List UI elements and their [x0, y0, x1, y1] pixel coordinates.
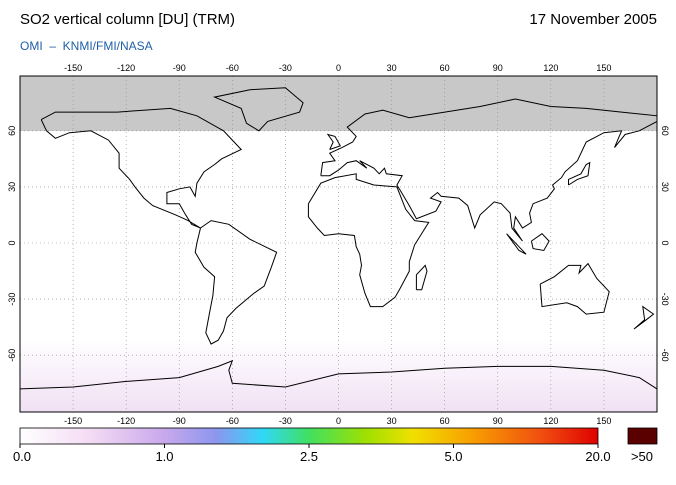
colorbar-tick-label: 0.0: [13, 449, 31, 464]
coastline: [320, 98, 658, 242]
coastline: [307, 173, 430, 308]
lat-tick-label-left: 0: [7, 240, 17, 245]
lon-tick-label-bottom: -150: [64, 416, 82, 426]
coastline: [40, 107, 243, 229]
lon-tick-label-bottom: -120: [117, 416, 135, 426]
lat-tick-label-right: 0: [660, 240, 670, 245]
lon-tick-label-bottom: 120: [543, 416, 558, 426]
lon-tick-label-top: 90: [493, 63, 503, 73]
colorbar-overflow: [627, 427, 658, 445]
lon-tick-label-top: -90: [173, 63, 186, 73]
coastline: [506, 233, 527, 255]
lon-tick-label-bottom: -60: [226, 416, 239, 426]
colorbar-tick-label: 5.0: [444, 449, 462, 464]
coastline: [194, 220, 278, 345]
lon-tick-label-top: -150: [64, 63, 82, 73]
lon-tick-label-bottom: 90: [493, 416, 503, 426]
title: SO2 vertical column [DU] (TRM): [20, 11, 235, 28]
map-frame: [19, 75, 658, 413]
lon-tick-label-bottom: -90: [173, 416, 186, 426]
colorbar-tick-label: 20.0: [585, 449, 610, 464]
coastline: [539, 262, 610, 315]
lon-tick-label-top: 30: [387, 63, 397, 73]
lon-tick-label-bottom: 60: [440, 416, 450, 426]
lon-tick-label-top: 120: [543, 63, 558, 73]
colorbar-tick-label: 1.0: [155, 449, 173, 464]
lon-tick-label-top: 60: [440, 63, 450, 73]
colorbar: [19, 427, 599, 445]
coastline: [212, 87, 304, 132]
map: [19, 75, 658, 413]
grid: [20, 76, 657, 412]
lon-tick-label-top: -120: [117, 63, 135, 73]
lon-tick-label-bottom: -30: [279, 416, 292, 426]
lon-tick-label-top: 0: [336, 63, 341, 73]
subtitle: OMI – KNMI/FMI/NASA: [20, 39, 153, 53]
coastline: [326, 133, 342, 150]
polar-night: [20, 76, 657, 131]
lon-tick-label-top: -60: [226, 63, 239, 73]
coastline: [530, 233, 550, 252]
lat-tick-label-left: -30: [7, 293, 17, 306]
lat-tick-label-right: 60: [660, 126, 670, 136]
lat-tick-label-left: 60: [7, 126, 17, 136]
coastline: [633, 305, 655, 330]
lat-tick-label-right: -60: [660, 349, 670, 362]
coastline: [415, 264, 428, 291]
lon-tick-label-bottom: 150: [596, 416, 611, 426]
coastlines: [19, 87, 658, 390]
coastline: [19, 359, 658, 390]
lat-tick-label-left: 30: [7, 182, 17, 192]
lon-tick-label-top: -30: [279, 63, 292, 73]
lon-tick-label-bottom: 30: [387, 416, 397, 426]
lon-tick-label-top: 150: [596, 63, 611, 73]
lat-tick-label-left: -60: [7, 349, 17, 362]
lon-tick-label-bottom: 0: [336, 416, 341, 426]
lat-tick-label-right: -30: [660, 293, 670, 306]
colorbar-overflow-label: >50: [631, 449, 653, 464]
lat-tick-label-right: 30: [660, 182, 670, 192]
date: 17 November 2005: [529, 11, 657, 28]
coastline: [568, 161, 591, 186]
colorbar-tick-label: 2.5: [300, 449, 318, 464]
